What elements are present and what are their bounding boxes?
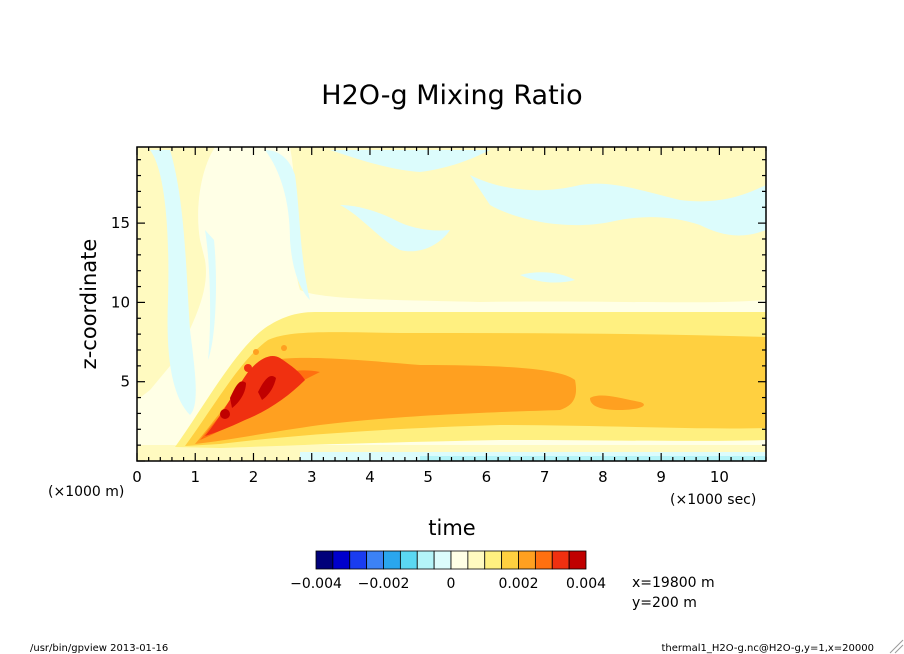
colorbar-tick-label: −0.004 [290, 576, 342, 592]
x-unit-label: (×1000 sec) [670, 492, 756, 508]
y-tick-label: 5 [120, 373, 130, 391]
plot-area [137, 147, 766, 461]
colorbar-tick-label: 0 [447, 576, 456, 592]
annotation-x: x=19800 m [632, 575, 715, 591]
x-tick-label: 8 [598, 468, 608, 486]
resize-grip-icon[interactable] [889, 639, 904, 654]
y-unit-label: (×1000 m) [48, 484, 124, 500]
x-tick-label: 2 [249, 468, 259, 486]
x-tick-label: 5 [423, 468, 433, 486]
colorbar-swatch [551, 550, 570, 570]
y-tick-label: 10 [111, 293, 130, 311]
y-axis-label: z-coordinate [77, 239, 101, 370]
x-tick-label: 10 [710, 468, 729, 486]
x-axis: 0 1 2 3 4 5 6 7 8 9 10 [132, 147, 767, 486]
colorbar-swatch [534, 550, 553, 570]
colorbar-swatch [467, 550, 486, 570]
x-tick-label: 3 [307, 468, 317, 486]
colorbar: −0.004 −0.002 0 0.002 0.004 [290, 550, 606, 592]
x-tick-label: 4 [365, 468, 375, 486]
colorbar-swatch [366, 550, 384, 570]
colorbar-swatch [399, 550, 418, 570]
footer-left: /usr/bin/gpview 2013-01-16 [30, 643, 168, 654]
annotation-y: y=200 m [632, 595, 697, 611]
x-axis-label: time [428, 516, 475, 540]
colorbar-tick-label: −0.002 [358, 576, 410, 592]
footer-right: thermal1_H2O-g.nc@H2O-g,y=1,x=20000 [662, 643, 874, 654]
colorbar-swatch [349, 550, 368, 570]
colorbar-swatch [450, 550, 469, 570]
colorbar-swatch [518, 550, 536, 570]
chart-title: H2O-g Mixing Ratio [321, 80, 582, 111]
colorbar-swatch [568, 550, 587, 570]
colorbar-swatch [433, 550, 452, 570]
colorbar-swatch [501, 550, 519, 570]
x-tick-label: 0 [132, 468, 142, 486]
colorbar-tick-label: 0.004 [566, 576, 606, 592]
colorbar-tick-label: 0.002 [498, 576, 538, 592]
colorbar-swatch [332, 550, 351, 570]
y-tick-label: 15 [111, 214, 130, 232]
y-axis: 5 10 15 [111, 159, 766, 462]
x-tick-label: 7 [540, 468, 550, 486]
colorbar-swatch [383, 550, 401, 570]
colorbar-swatch [484, 550, 503, 570]
colorbar-swatch [416, 550, 435, 570]
x-tick-label: 1 [190, 468, 200, 486]
x-tick-label: 6 [482, 468, 492, 486]
colorbar-swatch [315, 550, 334, 570]
x-tick-label: 9 [656, 468, 666, 486]
